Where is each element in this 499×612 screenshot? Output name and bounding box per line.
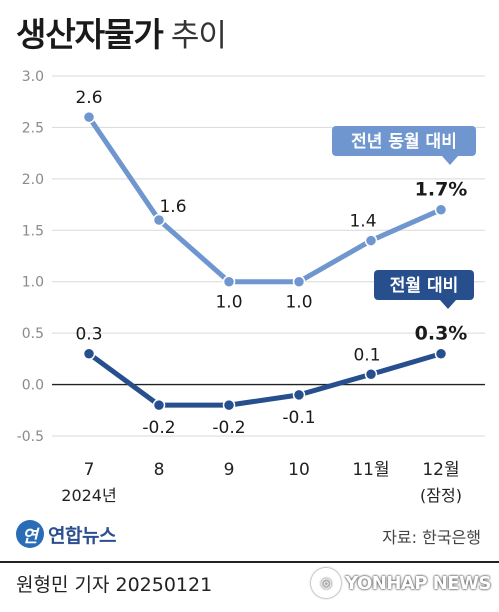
data-point <box>364 234 378 247</box>
data-label: 0.1 <box>353 345 380 365</box>
data-label: 0.3 <box>75 325 102 345</box>
data-label: 1.6 <box>159 197 186 217</box>
x-tick-sublabel: (잠정) <box>420 486 462 505</box>
footer-divider <box>0 561 499 563</box>
series-label-pointer <box>442 156 458 165</box>
data-label: 2.6 <box>75 88 102 108</box>
x-tick-label: 12월 <box>422 460 459 480</box>
y-tick-label: 2.0 <box>22 172 44 188</box>
series-line <box>86 351 444 408</box>
data-point <box>292 275 306 288</box>
reporter-credit: 원형민 기자 20250121 <box>16 574 213 596</box>
y-tick-label: 1.5 <box>22 223 44 239</box>
data-point <box>364 368 378 381</box>
data-label: 1.0 <box>215 293 242 313</box>
data-point <box>152 398 166 412</box>
data-label: 1.4 <box>349 212 376 232</box>
data-label: -0.1 <box>282 408 315 428</box>
data-label: 0.3% <box>415 323 468 345</box>
series-line <box>86 114 444 285</box>
data-point <box>222 398 236 412</box>
line-chart: -0.5 0.0 0.5 1.0 1.5 2.0 2.5 3.0 7 2024년 8 9 10 11월 12… <box>17 69 485 505</box>
data-point <box>152 213 166 227</box>
data-point <box>434 347 448 360</box>
chart-title: 생산자물가 추이 <box>16 8 227 58</box>
series-label-box <box>332 126 476 156</box>
watermark-icon: ◎ <box>311 568 342 598</box>
data-point <box>222 275 236 288</box>
data-point <box>434 203 448 216</box>
y-tick-label: 0.0 <box>22 378 44 394</box>
data-label: 1.0 <box>285 293 312 313</box>
y-tick-label: -0.5 <box>17 429 44 445</box>
x-tick-label: 11월 <box>352 460 389 480</box>
series-label-box <box>374 270 474 300</box>
series-label: 전년 동월 대비 <box>351 132 457 152</box>
data-point <box>82 110 96 124</box>
data-point <box>292 388 306 402</box>
yonhap-logo-text: 연합뉴스 <box>48 524 116 547</box>
source-note: 자료: 한국은행 <box>382 528 481 547</box>
y-tick-label: 2.5 <box>22 120 44 136</box>
y-tick-label: 3.0 <box>22 69 44 85</box>
x-tick-label: 10 <box>288 460 310 480</box>
series-label-pointer <box>440 300 456 309</box>
data-point <box>82 347 96 360</box>
title-sub: 추이 <box>170 18 227 54</box>
watermark: ◎ YONHAP NEWS <box>311 568 491 598</box>
yonhap-logo-icon: 연 <box>16 520 44 548</box>
x-tick-label: 7 <box>84 460 95 480</box>
x-tick-sublabel: 2024년 <box>61 486 116 505</box>
data-label: 1.7% <box>415 179 468 201</box>
watermark-text: YONHAP NEWS <box>345 572 491 594</box>
series-label: 전월 대비 <box>390 276 458 296</box>
y-tick-label: 0.5 <box>22 326 44 342</box>
yonhap-logo: 연 연합뉴스 <box>16 520 116 548</box>
title-main: 생산자물가 <box>16 15 164 54</box>
data-label: -0.2 <box>142 418 175 438</box>
y-tick-label: 1.0 <box>22 275 44 291</box>
data-label: -0.2 <box>212 418 245 438</box>
x-tick-label: 9 <box>224 460 235 480</box>
x-tick-label: 8 <box>154 460 165 480</box>
